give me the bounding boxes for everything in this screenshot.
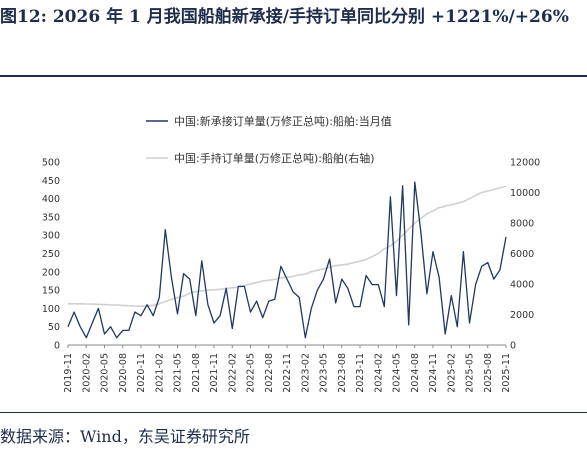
x-tick-label: 2025-11 <box>501 353 512 393</box>
x-tick-label: 2024-02 <box>373 353 384 393</box>
y-left-tick-label: 50 <box>48 322 60 333</box>
x-tick-label: 2019-11 <box>63 353 74 393</box>
y-right-tick-label: 2000 <box>510 310 534 321</box>
x-tick-label: 2021-08 <box>191 353 202 393</box>
y-left-tick-label: 450 <box>42 176 60 187</box>
y-right-tick-label: 10000 <box>510 188 540 199</box>
x-tick-label: 2024-11 <box>428 353 439 393</box>
x-tick-label: 2022-05 <box>246 353 257 393</box>
y-left-tick-label: 100 <box>42 304 60 315</box>
source-note: 数据来源：Wind，东吴证券研究所 <box>0 427 250 446</box>
x-tick-label: 2023-08 <box>337 353 348 393</box>
y-right-tick-label: 8000 <box>510 219 534 230</box>
x-tick-label: 2024-08 <box>410 353 421 393</box>
x-tick-label: 2025-02 <box>446 353 457 393</box>
x-tick-label: 2023-02 <box>300 353 311 393</box>
y-left-tick-label: 350 <box>42 212 60 223</box>
x-tick-label: 2025-08 <box>483 353 494 393</box>
x-tick-label: 2021-11 <box>209 353 220 393</box>
x-tick-label: 2020-08 <box>118 353 129 393</box>
x-tick-label: 2021-05 <box>173 353 184 393</box>
y-left-tick-label: 250 <box>42 249 60 260</box>
x-tick-label: 2025-05 <box>465 353 476 393</box>
x-tick-label: 2020-05 <box>100 353 111 393</box>
y-right-tick-label: 12000 <box>510 158 540 169</box>
y-right-tick-label: 4000 <box>510 280 534 291</box>
y-left-tick-label: 500 <box>42 158 60 169</box>
line-chart: 中国:新承接订单量(万修正总吨):船舶:当月值 中国:手持订单量(万修正总吨):… <box>42 114 540 393</box>
x-tick-label: 2022-02 <box>227 353 238 393</box>
x-tick-label: 2020-02 <box>81 353 92 393</box>
title-rule <box>0 75 587 77</box>
y-right-tick-label: 6000 <box>510 249 534 260</box>
bottom-rule <box>0 412 587 413</box>
x-tick-label: 2023-05 <box>319 353 330 393</box>
x-tick-label: 2020-11 <box>136 353 147 393</box>
legend-label-new-orders: 中国:新承接订单量(万修正总吨):船舶:当月值 <box>174 114 392 128</box>
series-layer <box>67 181 507 339</box>
y-right-tick-label: 0 <box>510 341 516 352</box>
y-left-tick-label: 200 <box>42 267 60 278</box>
x-tick-label: 2022-11 <box>282 353 293 393</box>
y-left-tick-label: 150 <box>42 286 60 297</box>
chart-legend: 中国:新承接订单量(万修正总吨):船舶:当月值 中国:手持订单量(万修正总吨):… <box>146 114 392 165</box>
series-backlog-line <box>68 185 507 308</box>
y-left-tick-label: 0 <box>54 341 60 352</box>
x-tick-label: 2023-11 <box>355 353 366 393</box>
x-tick-label: 2022-08 <box>264 353 275 393</box>
x-tick-label: 2024-05 <box>392 353 403 393</box>
y-left-tick-label: 300 <box>42 231 60 242</box>
figure-title: 图12: 2026 年 1 月我国船舶新承接/手持订单同比分别 +1221%/+… <box>0 7 569 27</box>
series-new-orders-line <box>67 181 507 339</box>
legend-label-backlog: 中国:手持订单量(万修正总吨):船舶(右轴) <box>174 151 375 165</box>
x-tick-label: 2021-02 <box>154 353 165 393</box>
y-left-tick-label: 400 <box>42 194 60 205</box>
chart-axes: 0 50 100 150 200 250 300 350 400 450 500 0 2000 4000 6… <box>42 158 540 393</box>
